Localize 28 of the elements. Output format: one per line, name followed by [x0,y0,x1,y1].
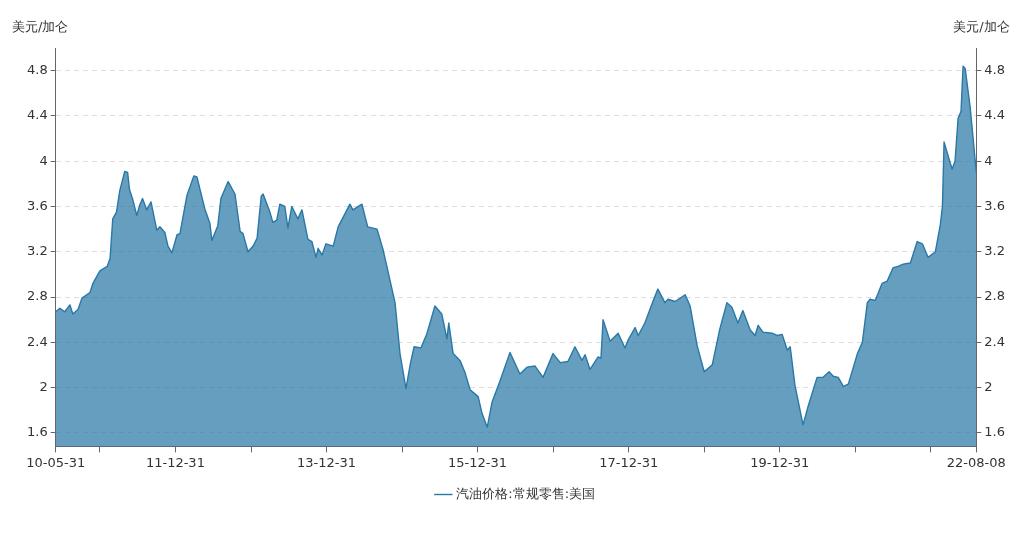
y2-tick-label: 2.4 [984,333,1006,349]
y2-tick-label: 2.8 [984,288,1006,304]
y2-tick-label: 4 [984,152,993,168]
y2-tick-label: 3.6 [984,197,1006,213]
x-tick-label: 11-12-31 [145,454,205,470]
y2-tick-label: 1.6 [984,424,1006,440]
y-tick-label: 4.4 [26,107,48,123]
y-axis-title: 美元/加仑 [12,18,69,34]
y-tick-label: 3.6 [26,197,48,213]
x-tick-label: 19-12-31 [750,454,810,470]
x-tick-label: 22-08-08 [946,454,1006,470]
x-tick-label: 17-12-31 [599,454,659,470]
y2-tick-label: 3.2 [984,243,1006,259]
y-tick-label: 2.8 [26,288,48,304]
y2-tick-label: 4.4 [984,107,1006,123]
x-tick-label: 13-12-31 [297,454,357,470]
y-tick-label: 2 [39,378,48,394]
y-tick-label: 4.8 [26,62,48,78]
y2-axis-title: 美元/加仑 [953,18,1010,34]
y-tick-label: 3.2 [26,243,48,259]
y2-tick-label: 2 [984,378,993,394]
y-tick-label: 2.4 [26,333,48,349]
y-tick-label: 1.6 [26,424,48,440]
x-tick-label: 15-12-31 [448,454,508,470]
y-tick-label: 4 [39,152,48,168]
legend-label: 汽油价格:常规零售:美国 [456,485,596,501]
y2-tick-label: 4.8 [984,62,1006,78]
x-tick-label: 10-05-31 [26,454,86,470]
